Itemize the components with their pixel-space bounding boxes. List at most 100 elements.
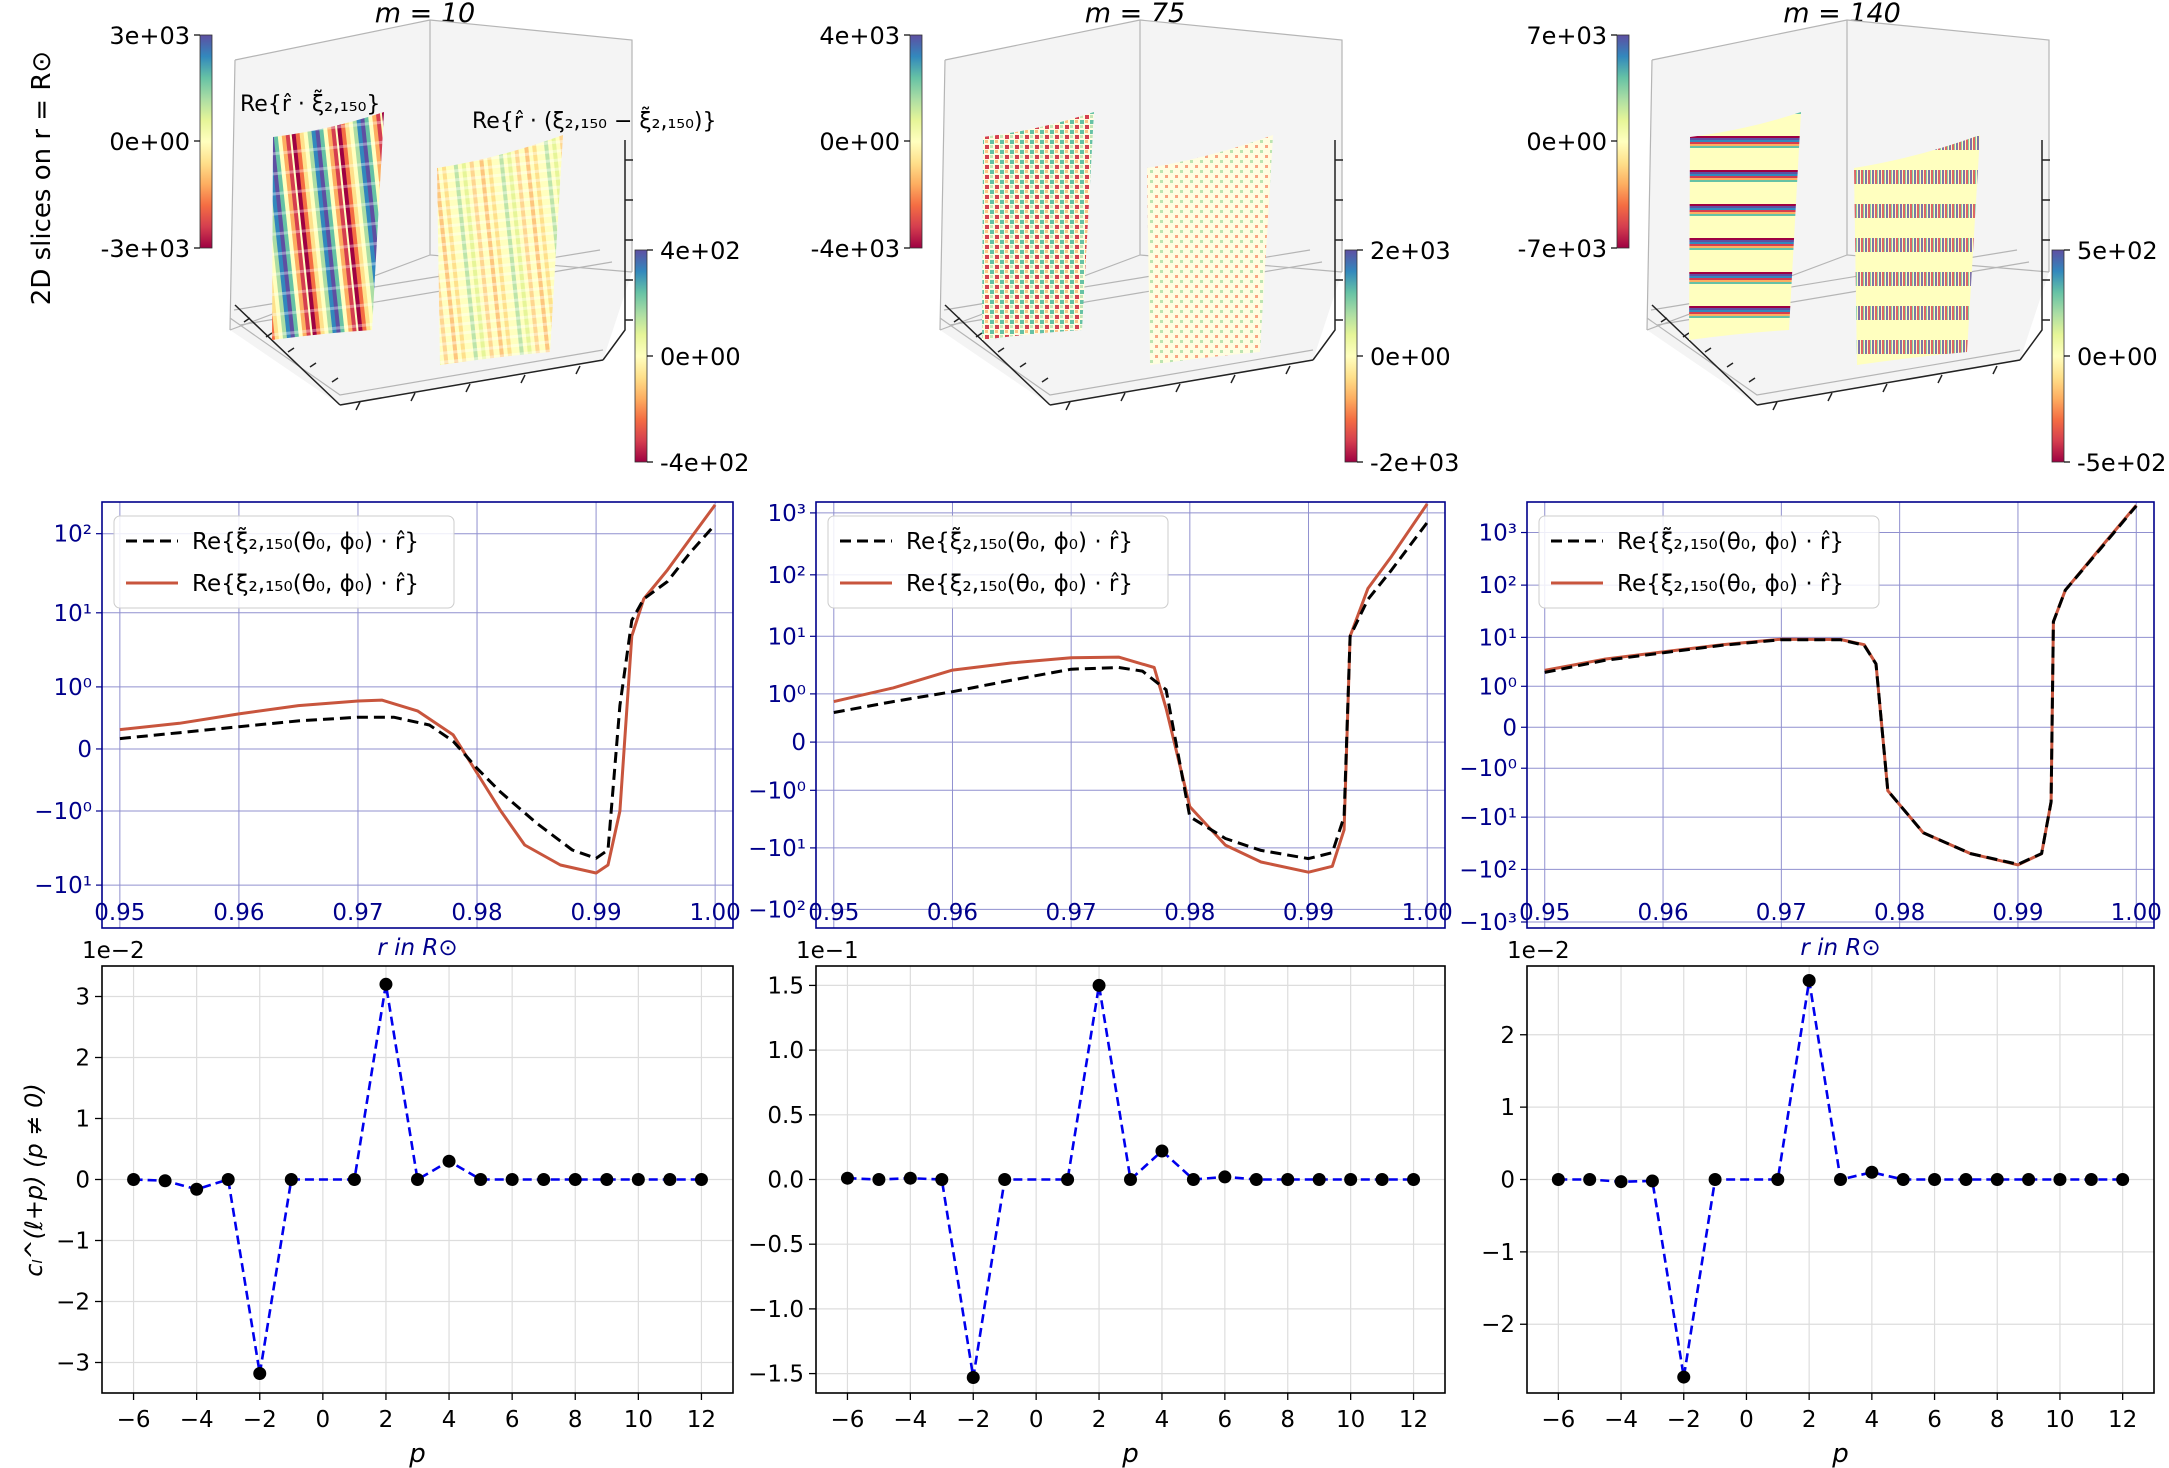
x-tick-label: 10 bbox=[1336, 1407, 1365, 1433]
x-tick-label: 12 bbox=[687, 1407, 716, 1433]
axis-tick bbox=[1019, 362, 1027, 368]
legend: Re{ξ̃₂,₁₅₀(θ₀, ϕ₀) · r̂} Re{ξ₂,₁₅₀(θ₀, ϕ₀… bbox=[113, 515, 455, 609]
y-tick-label: 0 bbox=[77, 737, 92, 763]
colorbar-main: 7e+03 0e+00 -7e+03 bbox=[1518, 22, 1630, 263]
x-tick-label: 0 bbox=[1029, 1407, 1044, 1433]
data-point bbox=[253, 1366, 267, 1380]
data-point bbox=[1186, 1173, 1200, 1186]
data-point bbox=[1771, 1173, 1785, 1186]
axis-scale-label: 1e−2 bbox=[1507, 938, 1570, 964]
x-tick-label: 0.97 bbox=[332, 900, 383, 926]
surface-residual bbox=[437, 135, 563, 365]
y-tick-label: 0.0 bbox=[767, 1168, 804, 1194]
colorbar-residual-label-bottom: -4e+02 bbox=[660, 449, 749, 477]
colorbar-main-label-top: 4e+03 bbox=[819, 22, 900, 50]
data-point bbox=[1375, 1173, 1389, 1186]
colorbar-residual: 5e+02 0e+00 -5e+02 bbox=[2051, 237, 2166, 477]
y-tick-label: 10⁰ bbox=[768, 682, 807, 708]
legend-box bbox=[1538, 515, 1880, 609]
data-point bbox=[1551, 1173, 1565, 1186]
x-tick-label: −4 bbox=[180, 1407, 214, 1433]
axis-tick bbox=[1175, 383, 1181, 393]
x-tick-label: 0.96 bbox=[213, 900, 264, 926]
y-tick-label: −10² bbox=[1459, 857, 1517, 883]
data-point bbox=[537, 1173, 551, 1186]
y-tick-label: −10⁰ bbox=[1459, 756, 1517, 782]
data-point bbox=[2022, 1173, 2036, 1186]
data-point bbox=[347, 1173, 361, 1186]
data-point bbox=[1583, 1173, 1597, 1186]
colorbar-main-label-bottom: -3e+03 bbox=[101, 235, 190, 263]
y-tick-label: −1 bbox=[56, 1229, 90, 1255]
colorbar-main-label-top: 3e+03 bbox=[109, 22, 190, 50]
x-tick-label: 6 bbox=[1218, 1407, 1233, 1433]
y-tick-label: −10² bbox=[748, 897, 806, 923]
colorbar-residual-bar bbox=[1344, 249, 1358, 463]
y-tick-label: 10¹ bbox=[54, 601, 93, 627]
data-point bbox=[1344, 1173, 1358, 1186]
data-point bbox=[1092, 978, 1106, 992]
legend-entry-approximate: Re{ξ̃₂,₁₅₀(θ₀, ϕ₀) · r̂} bbox=[192, 526, 419, 555]
y-tick-label: 10² bbox=[1479, 573, 1518, 599]
colorbar-residual: 4e+02 0e+00 -4e+02 bbox=[634, 237, 749, 477]
y-tick-label: −10⁰ bbox=[748, 778, 806, 804]
legend: Re{ξ̃₂,₁₅₀(θ₀, ϕ₀) · r̂} Re{ξ₂,₁₅₀(θ₀, ϕ₀… bbox=[827, 515, 1169, 609]
x-tick-label: 0.98 bbox=[1164, 900, 1215, 926]
box-axes bbox=[944, 140, 1336, 406]
colorbar-residual-label-bottom: -2e+03 bbox=[1370, 449, 1459, 477]
data-point bbox=[1896, 1173, 1910, 1186]
box-axes bbox=[1651, 140, 2043, 406]
y-tick-label: −10¹ bbox=[1459, 805, 1517, 831]
series-approximate bbox=[833, 521, 1429, 861]
axis-tick bbox=[1726, 362, 1734, 368]
data-point bbox=[505, 1173, 519, 1186]
x-tick-label: −4 bbox=[893, 1407, 927, 1433]
surface-main bbox=[272, 112, 384, 340]
plot-frame bbox=[1526, 965, 2155, 1394]
y-tick-label: 0.5 bbox=[767, 1103, 804, 1129]
axis-tick bbox=[465, 383, 471, 393]
x-tick-label: 12 bbox=[2108, 1407, 2137, 1433]
y-tick-label: −10⁰ bbox=[34, 799, 92, 825]
axis-tick bbox=[1704, 347, 1712, 353]
plot-frame bbox=[101, 501, 734, 929]
colorbar-residual-label-mid: 0e+00 bbox=[2077, 343, 2158, 371]
profile-row: 0.95 0.96 0.97 0.98 0.99 1.0010²10¹10⁰0−10⁰−1… bbox=[34, 501, 2162, 961]
y-tick-label: −3 bbox=[56, 1351, 90, 1377]
x-tick-label: −6 bbox=[117, 1407, 151, 1433]
x-tick-label: 8 bbox=[568, 1407, 583, 1433]
data-point bbox=[442, 1154, 456, 1168]
axis-tick bbox=[1748, 377, 1756, 383]
colorbar-residual-label-top: 2e+03 bbox=[1370, 237, 1451, 265]
data-point bbox=[1155, 1144, 1169, 1158]
y-tick-label: −0.5 bbox=[748, 1232, 804, 1258]
x-tick-label: 4 bbox=[442, 1407, 457, 1433]
axis-tick bbox=[331, 377, 339, 383]
axis-scale-label: 1e−1 bbox=[796, 938, 859, 964]
x-tick-label: 0.96 bbox=[927, 900, 978, 926]
data-point bbox=[1281, 1173, 1295, 1186]
axis-tick bbox=[287, 347, 295, 353]
plot-frame bbox=[1526, 501, 2155, 929]
y-tick-label: 2 bbox=[75, 1046, 90, 1072]
x-tick-label: 0.98 bbox=[451, 900, 502, 926]
surface-main bbox=[982, 112, 1094, 340]
axis-tick bbox=[1230, 374, 1236, 384]
data-point bbox=[663, 1173, 677, 1186]
y-tick-label: 10⁰ bbox=[1479, 674, 1518, 700]
axis-tick bbox=[953, 317, 961, 323]
y-tick-label: 3 bbox=[75, 985, 90, 1011]
data-point bbox=[190, 1182, 204, 1196]
colorbar-residual-label-mid: 0e+00 bbox=[1370, 343, 1451, 371]
legend-entry-exact: Re{ξ₂,₁₅₀(θ₀, ϕ₀) · r̂} bbox=[906, 571, 1133, 597]
y-tick-label: −10¹ bbox=[748, 836, 806, 862]
data-point bbox=[1645, 1174, 1659, 1188]
plot-frame bbox=[815, 965, 1446, 1394]
y-tick-label: −10¹ bbox=[34, 873, 92, 899]
colorbar-residual-bar bbox=[2051, 249, 2065, 463]
axis-tick bbox=[975, 332, 983, 338]
